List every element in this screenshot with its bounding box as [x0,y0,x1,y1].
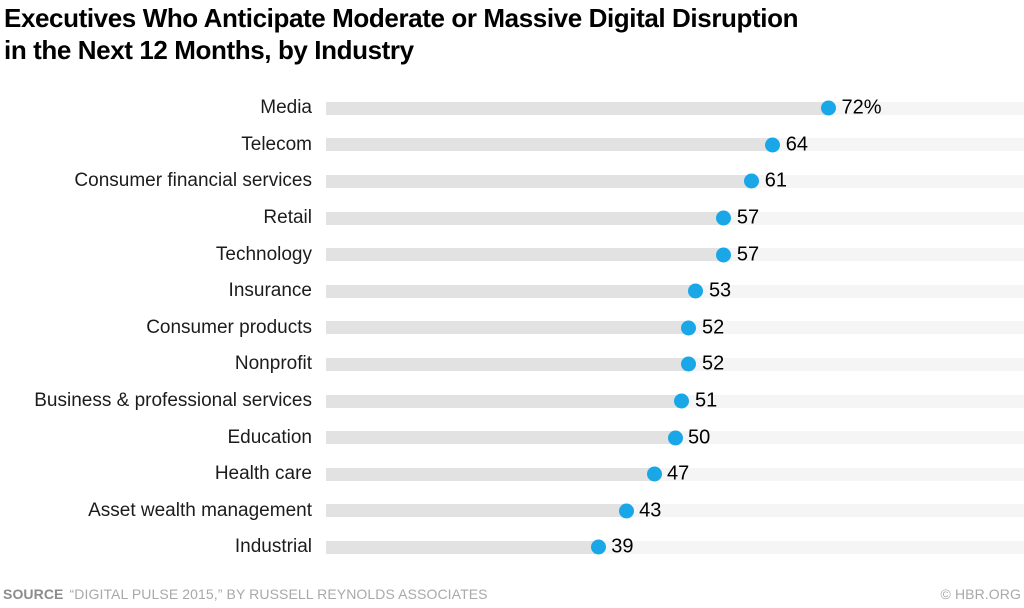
data-point-dot [688,283,704,299]
chart-row: Media 72% [0,90,1024,127]
value-label: 57 [736,243,760,266]
value-label: 43 [639,499,662,522]
bar-fill [326,211,724,225]
data-point-dot [765,137,781,153]
bar-fill [326,467,655,481]
chart-row: Health care 47 [0,456,1024,493]
data-point-dot [744,173,760,189]
chart-row: Asset wealth management 43 [0,493,1024,530]
dot-plot-chart: Media 72% Telecom 64 Consumer financial serv… [0,90,1024,566]
bar-fill [326,101,829,115]
value-label: 57 [736,206,760,229]
category-label: Health care [214,463,312,485]
chart-title: Executives Who Anticipate Moderate or Ma… [4,2,798,66]
data-point-dot [667,430,683,446]
bar-fill [326,174,752,188]
bar-track: 72% [326,97,1024,119]
value-label: 61 [764,169,788,192]
bar-fill [326,431,675,445]
chart-title-line1: Executives Who Anticipate Moderate or Ma… [4,3,799,33]
source-text: “DIGITAL PULSE 2015,” BY RUSSELL REYNOLD… [69,586,488,602]
bar-fill [326,138,773,152]
category-label: Technology [215,243,312,265]
data-point-dot [590,539,606,555]
bar-fill [326,284,696,298]
category-label: Insurance [228,280,312,302]
value-label: 51 [694,389,718,412]
chart-row: Consumer products 52 [0,310,1024,347]
bar-fill [326,248,724,262]
data-point-dot [821,100,837,116]
bar-track: 50 [326,426,1024,448]
footer: SOURCE “DIGITAL PULSE 2015,” BY RUSSELL R… [0,586,1024,602]
bar-fill [326,357,689,371]
source-line: SOURCE “DIGITAL PULSE 2015,” BY RUSSELL R… [3,586,488,602]
value-label: 53 [708,279,732,302]
data-point-dot [646,466,662,482]
chart-row: Technology 57 [0,236,1024,273]
bar-fill [326,504,627,518]
chart-row: Telecom 64 [0,127,1024,164]
data-point-dot [618,503,634,519]
category-label: Consumer financial services [74,170,312,192]
bar-track: 47 [326,463,1024,485]
category-label: Consumer products [146,316,312,338]
copyright-credit: © HBR.ORG [940,586,1021,602]
chart-row: Business & professional services 51 [0,383,1024,420]
value-label: 50 [688,426,711,449]
chart-row: Consumer financial services 61 [0,163,1024,200]
category-label: Media [260,97,312,119]
bar-track: 39 [326,536,1024,558]
value-label: 64 [785,133,808,156]
data-point-dot [716,210,732,226]
bar-fill [326,394,682,408]
value-label: 52 [701,352,725,375]
value-label: 52 [701,316,725,339]
bar-track: 51 [326,390,1024,412]
bar-track: 43 [326,499,1024,521]
data-point-dot [681,356,697,372]
bar-fill [326,321,689,335]
category-label: Business & professional services [34,390,312,412]
category-label: Education [227,426,312,448]
category-label: Nonprofit [234,353,312,375]
category-label: Asset wealth management [88,499,312,521]
chart-row: Industrial 39 [0,529,1024,566]
data-point-dot [681,320,697,336]
value-label: 39 [611,535,634,558]
category-label: Retail [263,207,312,229]
source-label: SOURCE [3,586,64,602]
value-label: 47 [667,462,690,485]
chart-row: Retail 57 [0,200,1024,237]
chart-row: Insurance 53 [0,273,1024,310]
value-label: 72% [841,96,882,119]
category-label: Industrial [234,536,312,558]
bar-track: 57 [326,243,1024,265]
chart-row: Nonprofit 52 [0,346,1024,383]
bar-track: 64 [326,133,1024,155]
bar-track: 52 [326,316,1024,338]
bar-track: 61 [326,170,1024,192]
data-point-dot [674,393,690,409]
bar-track: 53 [326,280,1024,302]
data-point-dot [716,247,732,263]
bar-fill [326,540,599,554]
chart-title-line2: in the Next 12 Months, by Industry [4,35,414,65]
category-label: Telecom [241,133,312,155]
chart-row: Education 50 [0,419,1024,456]
bar-track: 57 [326,207,1024,229]
bar-track: 52 [326,353,1024,375]
